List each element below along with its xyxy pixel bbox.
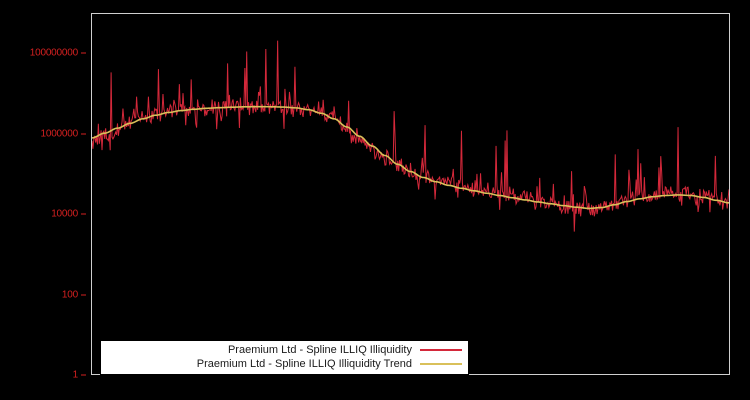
y-axis-tick-label: 100 (61, 289, 78, 301)
series-canvas (92, 14, 729, 374)
legend-item-illiquidity: Praemium Ltd - Spline ILLIQ Illiquidity (107, 343, 462, 357)
legend-label-illiquidity: Praemium Ltd - Spline ILLIQ Illiquidity (227, 344, 412, 356)
y-axis: 1 100 10000 1000000 100000000 (0, 0, 91, 400)
y-axis-tick-mark (81, 133, 86, 135)
y-axis-tick-label: 1000000 (40, 128, 78, 140)
y-axis-tick-mark (81, 294, 86, 296)
legend-label-illiquidity-trend: Praemium Ltd - Spline ILLIQ Illiquidity … (196, 358, 412, 370)
y-axis-tick-mark (81, 374, 86, 376)
y-axis-tick-mark (81, 52, 86, 54)
series-illiquidity-line (92, 41, 729, 232)
plot-area (91, 13, 730, 375)
y-axis-tick-label: 10000 (51, 208, 78, 220)
y-axis-tick-label: 1 (72, 369, 79, 381)
legend-item-illiquidity-trend: Praemium Ltd - Spline ILLIQ Illiquidity … (107, 357, 462, 371)
legend-line-swatch-icon (420, 349, 462, 351)
legend: Praemium Ltd - Spline ILLIQ Illiquidity … (100, 340, 469, 375)
y-axis-tick-label: 100000000 (29, 47, 78, 59)
series-illiquidity-trend-line (92, 107, 729, 209)
legend-line-swatch-icon (420, 363, 462, 365)
y-axis-tick-mark (81, 213, 86, 215)
